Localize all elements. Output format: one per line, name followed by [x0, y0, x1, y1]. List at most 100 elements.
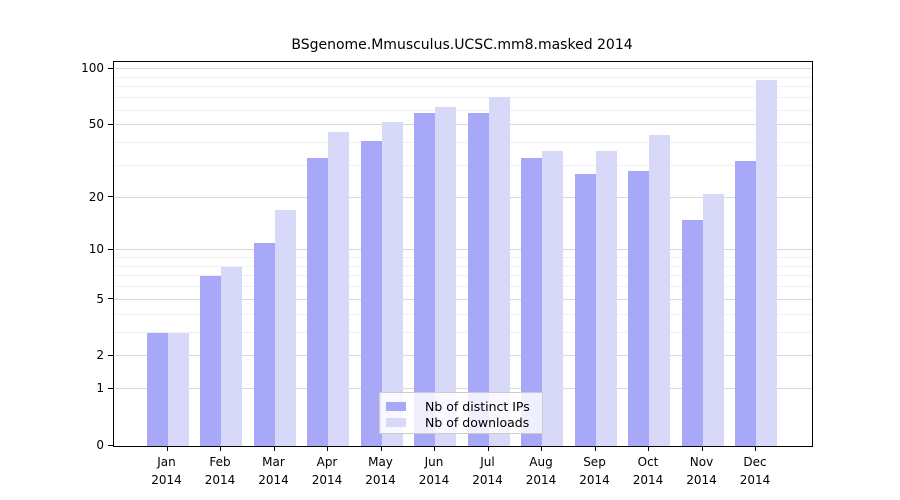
x-tick-label-line: 2014: [632, 473, 664, 487]
x-tick-mar: [273, 446, 275, 451]
bar-downloads-jan: [167, 332, 189, 446]
bar-downloads-mar: [274, 210, 296, 446]
x-tick-jul: [487, 446, 489, 451]
x-tick-label-dec: Dec 2014: [728, 453, 782, 489]
minor-gridline-4: [114, 313, 812, 315]
y-tick-1: [108, 387, 113, 389]
plot-area: [113, 61, 813, 447]
y-tick-2: [108, 354, 113, 356]
x-tick-label-jun: Jun 2014: [407, 453, 461, 489]
x-tick-jun: [434, 446, 435, 451]
major-gridline-20: [114, 196, 812, 198]
bar-ips-may: [360, 141, 382, 446]
minor-gridline-90: [114, 76, 812, 78]
x-tick-label-line: 2014: [418, 473, 450, 487]
x-tick-label-line: Dec: [743, 455, 767, 469]
y-tick-label-10: 10: [88, 242, 104, 257]
x-tick-label-line: May: [368, 455, 393, 469]
bar-downloads-dec: [756, 79, 777, 446]
x-tick-may: [380, 446, 382, 451]
x-tick-label-line: 2014: [525, 473, 557, 487]
x-tick-label-line: Jul: [480, 455, 495, 469]
x-tick-label-line: Oct: [637, 455, 659, 469]
x-tick-oct: [648, 446, 649, 451]
y-tick-label-2: 2: [96, 348, 104, 363]
bar-ips-jan: [146, 332, 168, 446]
x-tick-label-line: 2014: [311, 473, 343, 487]
bar-ips-sep: [574, 174, 596, 446]
y-tick-0: [108, 444, 113, 446]
minor-gridline-30: [114, 164, 812, 166]
bar-ips-aug: [521, 158, 542, 446]
x-tick-label-line: Aug: [529, 455, 553, 469]
x-tick-label-apr: Apr 2014: [300, 453, 354, 489]
legend-entry-distinct-ips: Nb of distinct IPs: [386, 398, 542, 414]
legend-label-distinct-ips: Nb of distinct IPs: [425, 398, 530, 414]
bar-ips-dec: [735, 160, 756, 446]
x-tick-label-line: Apr: [316, 455, 338, 469]
y-tick-label-20: 20: [88, 189, 104, 204]
y-tick-label-0: 0: [96, 438, 104, 452]
bar-downloads-jul: [488, 97, 510, 446]
major-gridline-10: [114, 249, 812, 251]
x-tick-label-line: 2014: [579, 473, 610, 487]
y-tick-label-5: 5: [96, 291, 104, 306]
bar-ips-nov: [681, 219, 703, 446]
x-tick-label-line: Mar: [262, 455, 285, 469]
major-gridline-100: [114, 68, 812, 70]
y-tick-20: [108, 196, 113, 198]
y-tick-10: [108, 248, 113, 250]
x-tick-label-line: Feb: [209, 455, 231, 469]
bar-ips-feb: [200, 276, 221, 446]
y-tick-label-1: 1: [96, 381, 104, 396]
y-tick-5: [108, 298, 113, 300]
legend-entry-downloads: Nb of downloads: [386, 414, 542, 430]
x-tick-label-line: 2014: [365, 473, 396, 487]
x-tick-sep: [594, 446, 596, 451]
y-tick-50: [108, 123, 113, 125]
x-tick-label-sep: Sep 2014: [568, 453, 622, 489]
bar-downloads-feb: [221, 266, 242, 446]
bar-ips-jul: [467, 113, 489, 446]
x-tick-label-line: 2014: [204, 473, 236, 487]
x-tick-label-line: Jan: [157, 455, 176, 469]
major-gridline-50: [114, 124, 812, 126]
chart-title: BSgenome.Mmusculus.UCSC.mm8.masked 2014: [291, 37, 633, 53]
x-tick-label-may: May 2014: [354, 453, 408, 489]
x-tick-label-feb: Feb 2014: [193, 453, 247, 489]
major-gridline-5: [114, 298, 812, 300]
x-tick-label-jan: Jan 2014: [140, 453, 194, 489]
y-tick-label-50: 50: [88, 117, 104, 132]
bar-downloads-nov: [702, 193, 724, 446]
x-tick-apr: [327, 446, 328, 451]
x-tick-label-line: Jun: [424, 455, 444, 469]
x-tick-label-line: 2014: [686, 473, 717, 487]
major-gridline-2: [114, 355, 812, 357]
x-tick-nov: [701, 446, 703, 451]
bar-downloads-may: [381, 122, 403, 446]
major-gridline-1: [114, 388, 812, 390]
x-tick-label-aug: Aug 2014: [514, 453, 568, 489]
y-tick-label-100: 100: [81, 61, 104, 76]
x-tick-aug: [541, 446, 542, 451]
minor-gridline-7: [114, 275, 812, 277]
x-tick-label-line: 2014: [739, 473, 771, 487]
bar-downloads-sep: [595, 151, 617, 446]
bar-downloads-aug: [542, 151, 563, 446]
legend-label-downloads: Nb of downloads: [425, 414, 530, 430]
minor-gridline-9: [114, 257, 812, 259]
x-tick-label-line: 2014: [151, 473, 182, 487]
legend: Nb of distinct IPs Nb of downloads: [379, 392, 543, 434]
minor-gridline-6: [114, 286, 812, 288]
bar-ips-apr: [307, 158, 328, 446]
bar-ips-mar: [253, 243, 275, 446]
minor-gridline-70: [114, 97, 812, 99]
x-tick-feb: [220, 446, 221, 451]
x-tick-dec: [755, 446, 756, 451]
x-tick-label-line: 2014: [258, 473, 289, 487]
x-tick-label-mar: Mar 2014: [247, 453, 301, 489]
x-tick-jan: [166, 446, 168, 451]
bar-downloads-jun: [435, 106, 456, 446]
x-tick-label-jul: Jul 2014: [461, 453, 515, 489]
